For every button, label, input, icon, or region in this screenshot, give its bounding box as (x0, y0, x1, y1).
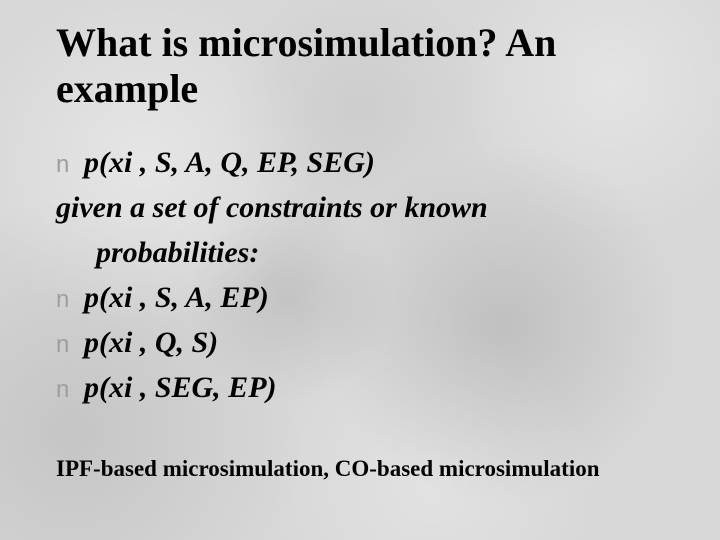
bullet-icon: n (56, 327, 84, 363)
bullet-icon: n (56, 372, 84, 408)
slide: What is microsimulation? An example n p(… (0, 0, 720, 540)
bullet-line: n p(xi , SEG, EP) (56, 365, 670, 410)
line-text: p(xi , SEG, EP) (84, 365, 670, 410)
line-text: probabilities: (96, 230, 670, 275)
bullet-icon: n (56, 282, 84, 318)
bullet-line: n p(xi , S, A, EP) (56, 275, 670, 320)
bullet-line: n p(xi , S, A, Q, EP, SEG) (56, 140, 670, 185)
bullet-line: n p(xi , Q, S) (56, 320, 670, 365)
slide-body: n p(xi , S, A, Q, EP, SEG) given a set o… (56, 140, 670, 410)
slide-title: What is microsimulation? An example (56, 20, 670, 112)
bullet-icon: n (56, 147, 84, 183)
line-text: p(xi , Q, S) (84, 320, 670, 365)
slide-footer: IPF-based microsimulation, CO-based micr… (56, 456, 670, 482)
line-text: given a set of constraints or known (56, 185, 670, 230)
line-text: p(xi , S, A, Q, EP, SEG) (84, 140, 670, 185)
body-line: given a set of constraints or known (56, 185, 670, 230)
body-line: probabilities: (56, 230, 670, 275)
line-text: p(xi , S, A, EP) (84, 275, 670, 320)
